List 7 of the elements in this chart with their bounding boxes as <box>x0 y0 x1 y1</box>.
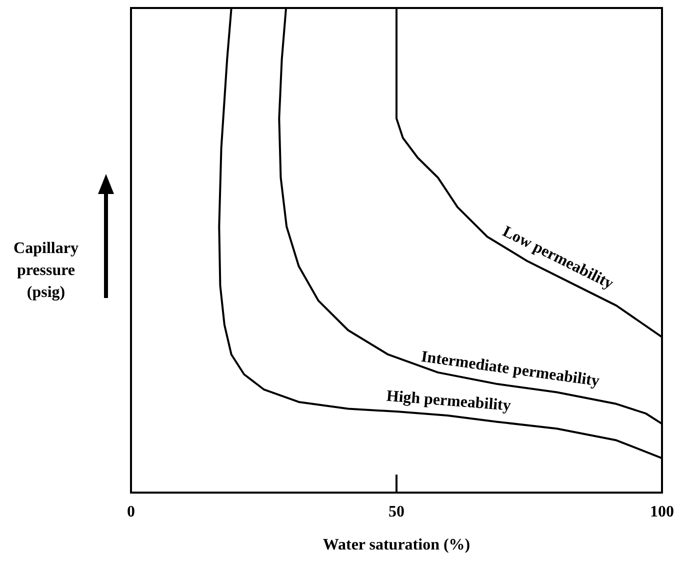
series-label: High permeability <box>386 388 512 414</box>
x-tick-label: 50 <box>388 503 404 520</box>
x-axis-title: Water saturation (%) <box>322 536 470 554</box>
text: Intermediate permeability <box>420 348 600 390</box>
x-tick-label: 100 <box>650 503 674 520</box>
x-tick-label: 0 <box>127 503 135 520</box>
y-axis-title: Capillary pressure (psig) <box>12 239 80 303</box>
